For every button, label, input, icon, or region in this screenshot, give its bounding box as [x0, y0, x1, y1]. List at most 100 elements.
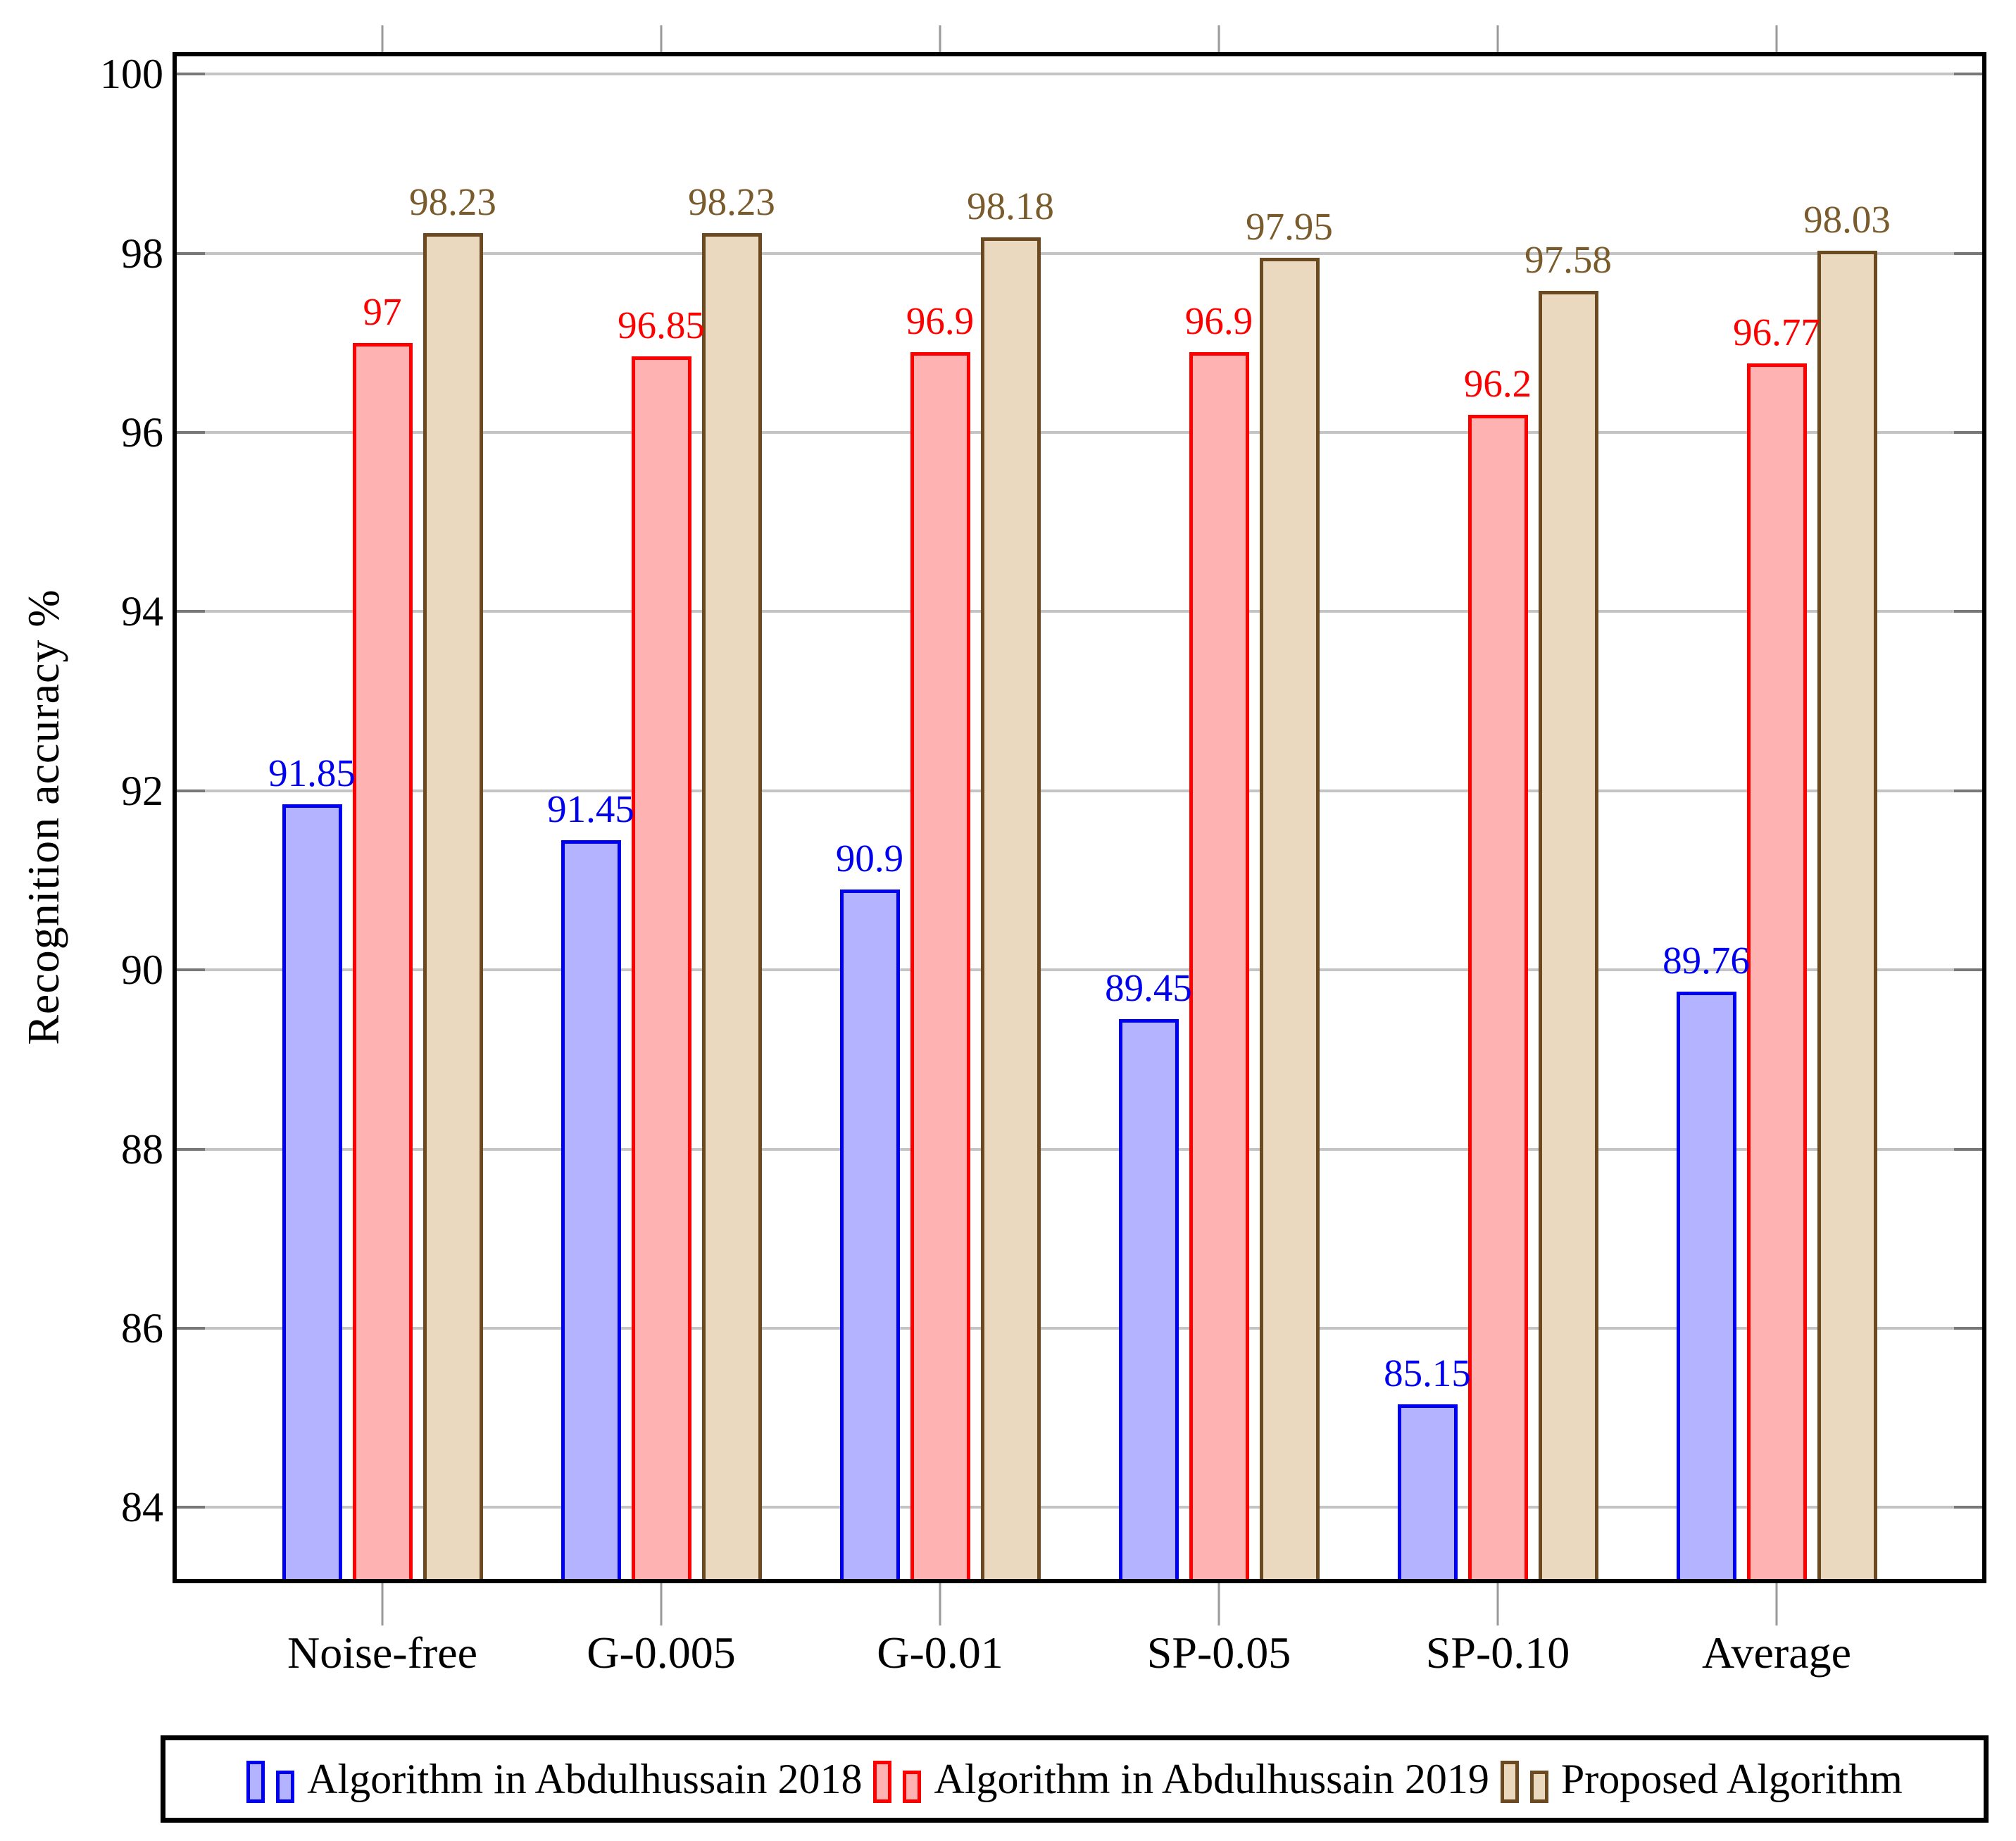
bar-series2-1 — [631, 356, 691, 1579]
bar-value-label: 89.76 — [1663, 938, 1750, 982]
x-category-label: Average — [1702, 1628, 1851, 1678]
bar-value-label: 98.03 — [1803, 197, 1891, 241]
gridline-98 — [177, 251, 1982, 255]
x-tick-top-2 — [939, 25, 941, 52]
x-tick-bottom-4 — [1496, 1583, 1499, 1625]
legend-swatch-tall — [246, 1761, 265, 1803]
plot-inner: 91.85 97 98.23 91.45 96.85 98.23 90.9 96.9 98.18… — [177, 56, 1982, 1579]
legend-entry-3: Proposed Algorithm — [1500, 1755, 1903, 1804]
plot-area: 91.85 97 98.23 91.45 96.85 98.23 90.9 96.9 98.18… — [173, 52, 1986, 1583]
bar-value-label: 98.18 — [967, 184, 1054, 227]
x-tick-top-1 — [660, 25, 663, 52]
gridline-90 — [177, 968, 1982, 972]
bar-series2-5 — [1746, 363, 1807, 1579]
legend: Algorithm in Abdulhussain 2018 Algorithm … — [161, 1735, 1989, 1823]
gridline-94 — [177, 610, 1982, 613]
x-tick-bottom-5 — [1775, 1583, 1778, 1625]
y-tick-mark-left-94 — [177, 610, 205, 613]
y-tick-mark-left-98 — [177, 251, 205, 255]
bar-group-g-0-005: 91.45 96.85 98.23 — [522, 56, 801, 1579]
y-tick-mark-right-94 — [1954, 610, 1982, 613]
bar-value-label: 96.9 — [906, 299, 975, 342]
x-tick-top-3 — [1217, 25, 1220, 52]
bar-series3-5 — [1817, 250, 1877, 1579]
bar-series3-3 — [1259, 258, 1320, 1579]
y-tick-labels: 84 86 88 90 92 94 96 98 100 — [0, 0, 163, 1841]
gridline-86 — [177, 1326, 1982, 1330]
gridline-96 — [177, 431, 1982, 435]
x-category-label: G-0.01 — [877, 1628, 1003, 1678]
legend-swatch-tall — [873, 1761, 892, 1803]
y-tick-mark-right-88 — [1954, 1147, 1982, 1151]
gridline-100 — [177, 73, 1982, 76]
bar-series1-5 — [1676, 991, 1736, 1579]
bar-series2-0 — [352, 342, 413, 1579]
y-tick-mark-right-92 — [1954, 789, 1982, 792]
y-tick-mark-right-98 — [1954, 251, 1982, 255]
y-tick-mark-right-96 — [1954, 431, 1982, 435]
bar-series3-0 — [422, 232, 483, 1579]
x-tick-top-0 — [381, 25, 384, 52]
bar-value-label: 91.85 — [268, 751, 356, 794]
y-tick-mark-right-86 — [1954, 1326, 1982, 1330]
y-tick-mark-left-100 — [177, 73, 205, 76]
bar-value-label: 90.9 — [835, 836, 904, 880]
legend-swatch-short — [276, 1771, 295, 1803]
bar-value-label: 98.23 — [688, 180, 775, 223]
y-tick-mark-right-84 — [1954, 1506, 1982, 1509]
legend-label: Proposed Algorithm — [1560, 1755, 1903, 1802]
bar-series1-3 — [1118, 1019, 1179, 1579]
legend-label: Algorithm in Abdulhussain 2019 — [934, 1755, 1489, 1802]
y-tick-mark-right-100 — [1954, 73, 1982, 76]
y-tick-label: 98 — [121, 230, 163, 277]
bar-group-g-0-01: 90.9 96.9 98.18 — [801, 56, 1079, 1579]
bar-series3-2 — [980, 237, 1041, 1579]
y-tick-mark-left-86 — [177, 1326, 205, 1330]
x-ticks-bottom — [177, 1583, 1982, 1625]
bar-value-label: 96.77 — [1733, 311, 1820, 354]
y-tick-mark-left-92 — [177, 789, 205, 792]
y-tick-label: 96 — [121, 409, 163, 456]
x-tick-bottom-1 — [660, 1583, 663, 1625]
gridline-92 — [177, 789, 1982, 792]
legend-swatch-short — [903, 1771, 922, 1803]
bar-series2-3 — [1189, 351, 1249, 1579]
y-tick-mark-right-90 — [1954, 968, 1982, 972]
legend-swatch-tall — [1500, 1761, 1519, 1803]
y-tick-label: 90 — [121, 947, 163, 994]
legend-entry-2: Algorithm in Abdulhussain 2019 — [873, 1755, 1489, 1804]
bar-series2-4 — [1467, 414, 1528, 1579]
y-tick-label: 92 — [121, 767, 163, 814]
y-tick-mark-left-90 — [177, 968, 205, 972]
bar-group-noise-free: 91.85 97 98.23 — [243, 56, 522, 1579]
bar-series1-0 — [282, 804, 342, 1579]
bar-value-label: 91.45 — [547, 787, 634, 830]
legend-swatch-short — [1529, 1771, 1548, 1803]
bar-value-label: 96.85 — [618, 304, 705, 347]
bar-group-sp-0-10: 85.15 96.2 97.58 — [1358, 56, 1637, 1579]
bar-value-label: 96.2 — [1463, 361, 1532, 405]
bar-value-label: 96.9 — [1184, 299, 1253, 342]
y-tick-label: 94 — [121, 588, 163, 635]
x-ticks-top — [177, 25, 1982, 52]
legend-entry-1: Algorithm in Abdulhussain 2018 — [246, 1755, 862, 1804]
legend-swatch-icon — [1500, 1761, 1548, 1803]
bar-value-label: 89.45 — [1105, 966, 1192, 1010]
y-tick-label: 88 — [121, 1125, 163, 1173]
bar-value-label: 97.58 — [1524, 238, 1612, 282]
y-tick-label: 84 — [121, 1484, 163, 1531]
bar-value-label: 85.15 — [1384, 1352, 1471, 1395]
bar-series1-4 — [1397, 1404, 1458, 1579]
x-tick-bottom-0 — [381, 1583, 384, 1625]
legend-swatch-icon — [246, 1761, 295, 1803]
bar-value-label: 98.23 — [409, 180, 496, 223]
x-tick-top-5 — [1775, 25, 1778, 52]
bar-series1-1 — [561, 840, 621, 1579]
y-tick-label: 86 — [121, 1304, 163, 1352]
bar-value-label: 97.95 — [1246, 205, 1333, 249]
legend-label: Algorithm in Abdulhussain 2018 — [307, 1755, 863, 1802]
bar-series1-2 — [839, 889, 900, 1579]
x-category-label: SP-0.10 — [1425, 1628, 1570, 1678]
y-tick-mark-left-84 — [177, 1506, 205, 1509]
legend-swatch-icon — [873, 1761, 922, 1803]
